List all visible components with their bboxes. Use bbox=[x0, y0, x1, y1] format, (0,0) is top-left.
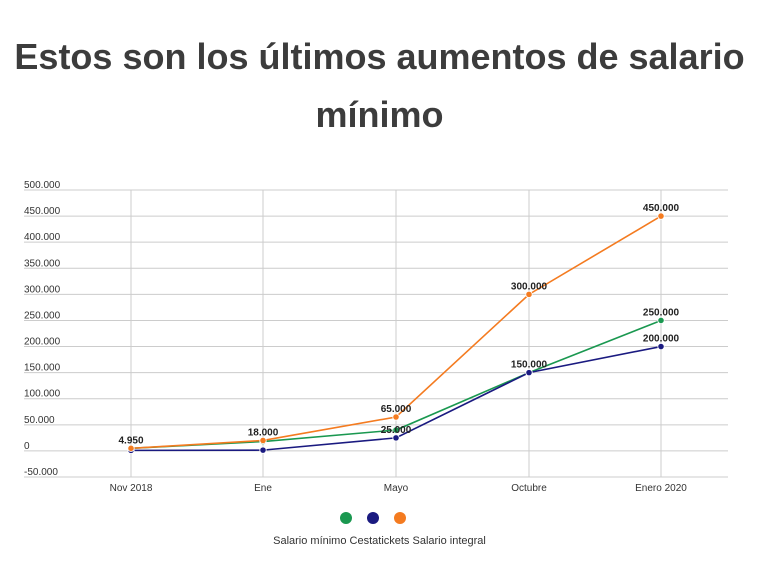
y-tick-label: 400.000 bbox=[24, 232, 61, 243]
y-tick-label: 50.000 bbox=[24, 415, 55, 426]
legend-dot bbox=[394, 512, 406, 524]
data-point bbox=[127, 444, 135, 452]
legend-text: Salario mínimo Cestatickets Salario inte… bbox=[273, 535, 486, 547]
chart-grid bbox=[24, 189, 728, 478]
x-tick-label: Mayo bbox=[384, 483, 409, 494]
data-point bbox=[392, 413, 400, 421]
data-point bbox=[657, 212, 665, 220]
y-tick-label: 500.000 bbox=[24, 180, 61, 191]
data-label: 300.000 bbox=[511, 281, 548, 292]
legend-dot bbox=[340, 512, 352, 524]
data-label: 65.000 bbox=[381, 404, 412, 415]
legend bbox=[340, 512, 406, 524]
data-label: 4.950 bbox=[118, 435, 143, 446]
x-tick-label: Ene bbox=[254, 483, 272, 494]
y-tick-label: 0 bbox=[24, 441, 30, 452]
y-tick-label: 450.000 bbox=[24, 206, 61, 217]
data-label: 150.000 bbox=[511, 360, 548, 371]
y-tick-label: 150.000 bbox=[24, 363, 61, 374]
data-label: 18.000 bbox=[248, 427, 279, 438]
series-points bbox=[127, 212, 665, 454]
data-point bbox=[525, 369, 533, 377]
data-point bbox=[259, 436, 267, 445]
legend-dot bbox=[367, 512, 379, 524]
data-point bbox=[657, 316, 665, 325]
x-tick-label: Octubre bbox=[511, 483, 547, 494]
data-labels: 250.000 25.000 150.000 200.000 4.950 18.000 65… bbox=[118, 203, 679, 446]
y-tick-label: 100.000 bbox=[24, 389, 61, 400]
x-tick-label: Nov 2018 bbox=[110, 483, 153, 494]
data-point bbox=[259, 446, 267, 454]
y-tick-label: -50.000 bbox=[24, 467, 58, 478]
y-tick-label: 300.000 bbox=[24, 284, 61, 295]
data-point bbox=[392, 434, 400, 442]
data-label: 25.000 bbox=[381, 425, 412, 436]
data-point bbox=[525, 290, 533, 298]
data-label: 200.000 bbox=[643, 334, 680, 345]
y-tick-label: 200.000 bbox=[24, 337, 61, 348]
data-point bbox=[657, 342, 665, 351]
chart-title: Estos son los últimos aumentos de salari… bbox=[14, 36, 745, 135]
x-tick-label: Enero 2020 bbox=[635, 483, 687, 494]
data-label: 250.000 bbox=[643, 307, 680, 318]
x-axis-ticks: Nov 2018 Ene Mayo Octubre Enero 2020 bbox=[110, 483, 688, 494]
data-point bbox=[392, 426, 400, 434]
y-tick-label: 350.000 bbox=[24, 258, 61, 269]
y-tick-label: 250.000 bbox=[24, 310, 61, 321]
y-axis-ticks: 500.000 450.000 400.000 350.000 300.000 250.0… bbox=[24, 180, 61, 478]
data-label: 450.000 bbox=[643, 203, 680, 214]
